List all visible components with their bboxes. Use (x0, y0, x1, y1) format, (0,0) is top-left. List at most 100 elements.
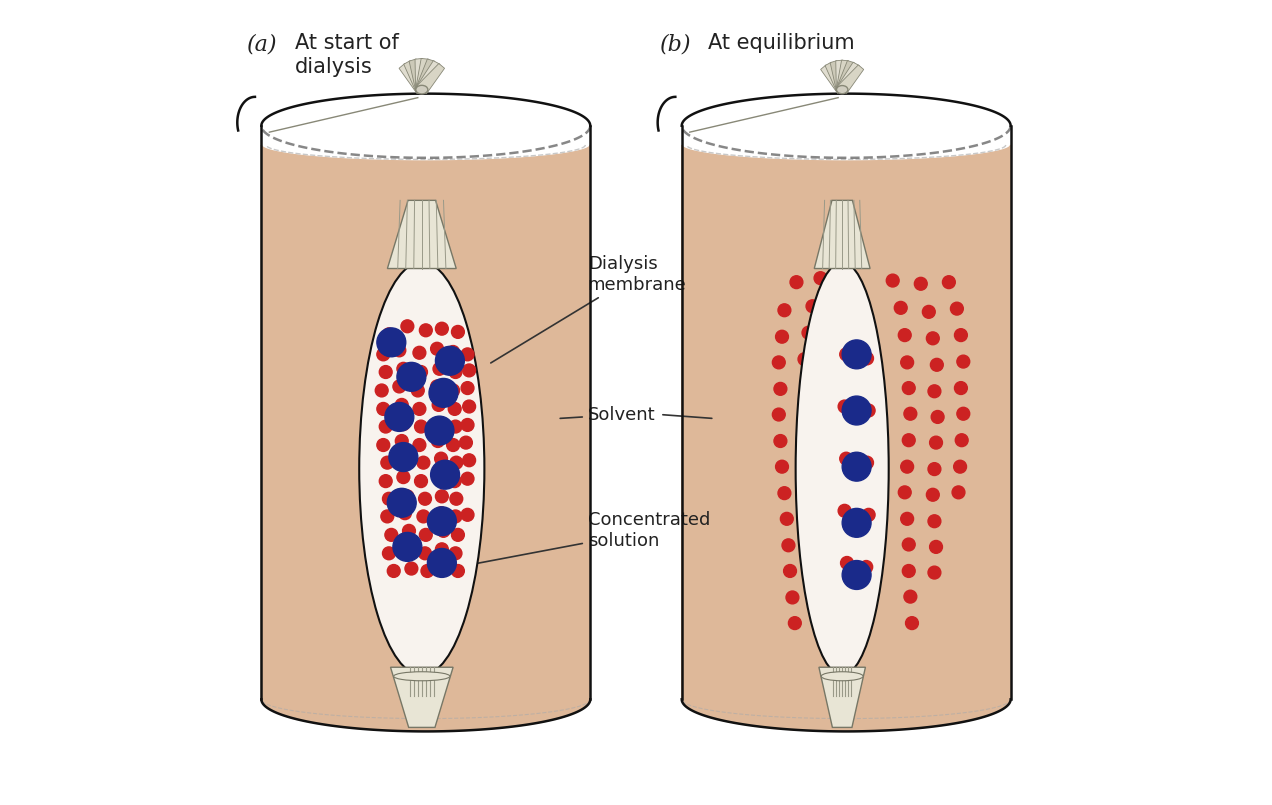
Circle shape (840, 348, 852, 361)
Circle shape (861, 352, 874, 365)
Text: Concentrated
solution: Concentrated solution (472, 511, 710, 564)
Circle shape (898, 328, 911, 341)
Circle shape (894, 301, 907, 314)
Circle shape (379, 420, 392, 433)
Circle shape (462, 473, 474, 485)
Circle shape (463, 400, 476, 413)
Polygon shape (399, 64, 426, 93)
Polygon shape (814, 200, 870, 269)
Circle shape (929, 566, 941, 579)
Circle shape (415, 365, 427, 378)
Polygon shape (388, 200, 457, 269)
Circle shape (784, 564, 796, 577)
Circle shape (838, 505, 851, 518)
Circle shape (418, 493, 431, 506)
Ellipse shape (416, 85, 427, 94)
Circle shape (379, 475, 392, 488)
Circle shape (377, 402, 389, 415)
Circle shape (439, 562, 452, 575)
Circle shape (462, 419, 474, 431)
Circle shape (814, 588, 827, 601)
Circle shape (393, 532, 422, 561)
Text: At equilibrium: At equilibrium (709, 34, 855, 53)
Circle shape (954, 382, 967, 394)
Circle shape (842, 452, 871, 481)
Circle shape (398, 507, 411, 519)
Text: At start of
dialysis: At start of dialysis (295, 34, 399, 76)
Circle shape (842, 509, 871, 537)
Circle shape (435, 322, 448, 335)
Polygon shape (410, 59, 427, 92)
Circle shape (951, 486, 965, 499)
Circle shape (776, 460, 789, 473)
Circle shape (431, 342, 444, 355)
Circle shape (803, 326, 815, 339)
Circle shape (776, 330, 789, 343)
Circle shape (931, 411, 944, 423)
Circle shape (375, 384, 388, 397)
Circle shape (377, 348, 389, 361)
Circle shape (449, 365, 462, 378)
Circle shape (462, 348, 474, 361)
Circle shape (860, 560, 873, 573)
Circle shape (415, 475, 427, 488)
Circle shape (778, 303, 791, 316)
Circle shape (383, 547, 396, 559)
Circle shape (898, 486, 911, 499)
Polygon shape (416, 59, 429, 90)
Circle shape (887, 275, 899, 287)
Circle shape (804, 484, 818, 497)
Circle shape (385, 402, 413, 431)
Circle shape (915, 278, 927, 290)
Circle shape (930, 436, 943, 449)
Circle shape (861, 456, 874, 469)
Circle shape (926, 489, 939, 502)
Circle shape (417, 510, 430, 522)
Circle shape (396, 398, 408, 411)
Circle shape (798, 405, 810, 418)
Circle shape (420, 528, 432, 541)
Circle shape (425, 416, 454, 445)
Circle shape (413, 346, 426, 359)
Circle shape (789, 617, 801, 630)
Circle shape (396, 435, 408, 448)
Polygon shape (416, 59, 435, 92)
Polygon shape (820, 65, 847, 93)
Circle shape (462, 382, 474, 394)
Circle shape (448, 402, 462, 415)
Circle shape (397, 362, 410, 375)
Circle shape (435, 452, 448, 465)
Circle shape (397, 362, 426, 391)
Circle shape (413, 402, 426, 415)
Circle shape (431, 380, 444, 393)
Circle shape (782, 539, 795, 551)
Ellipse shape (837, 85, 848, 93)
Polygon shape (682, 145, 1011, 732)
Polygon shape (836, 60, 848, 90)
Circle shape (446, 384, 459, 397)
Circle shape (449, 420, 462, 433)
Circle shape (842, 560, 871, 589)
Ellipse shape (822, 671, 864, 681)
Circle shape (800, 379, 813, 392)
Polygon shape (415, 59, 427, 90)
Polygon shape (261, 145, 590, 732)
Circle shape (778, 487, 791, 500)
Circle shape (955, 434, 968, 447)
Circle shape (421, 564, 434, 577)
Circle shape (435, 543, 448, 555)
Circle shape (420, 324, 432, 336)
Circle shape (772, 408, 785, 421)
Circle shape (450, 493, 463, 506)
Circle shape (906, 617, 918, 630)
Circle shape (417, 456, 430, 469)
Text: (a): (a) (247, 34, 277, 56)
Polygon shape (819, 667, 865, 728)
Circle shape (781, 513, 794, 525)
Circle shape (387, 564, 401, 577)
Circle shape (446, 345, 459, 358)
Circle shape (401, 320, 413, 332)
Circle shape (814, 272, 827, 285)
Circle shape (957, 407, 969, 420)
Circle shape (462, 509, 474, 521)
